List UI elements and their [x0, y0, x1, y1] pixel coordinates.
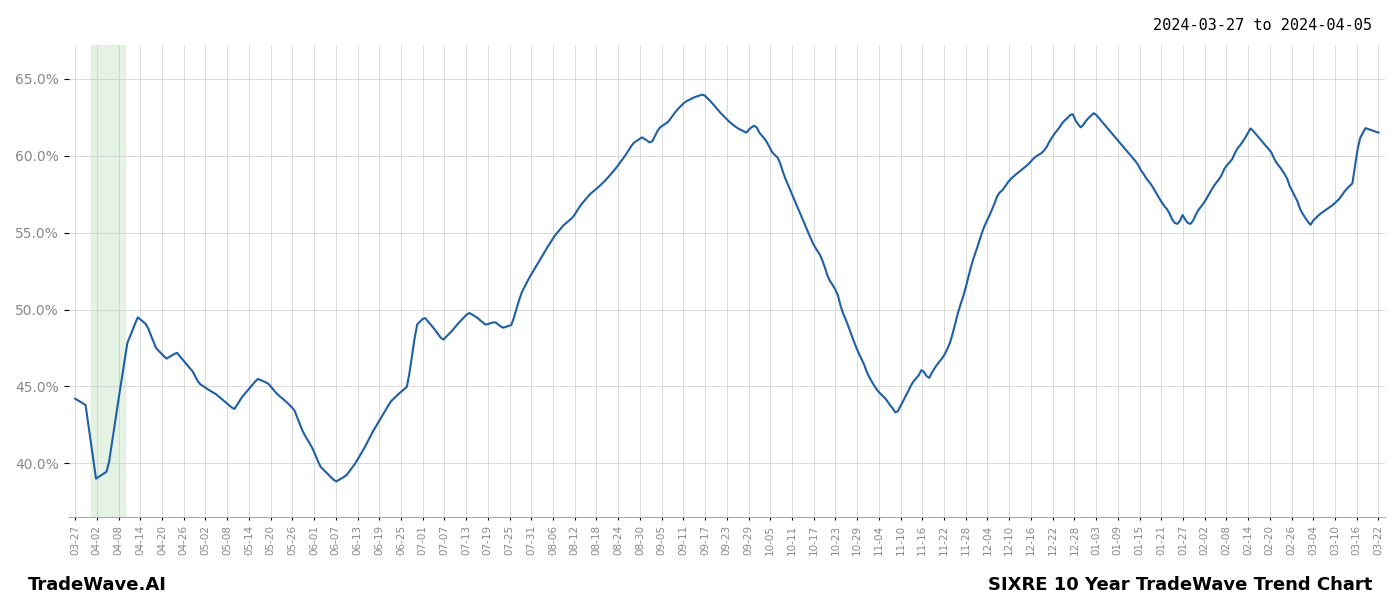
Text: SIXRE 10 Year TradeWave Trend Chart: SIXRE 10 Year TradeWave Trend Chart [987, 576, 1372, 594]
Text: 2024-03-27 to 2024-04-05: 2024-03-27 to 2024-04-05 [1154, 18, 1372, 33]
Text: TradeWave.AI: TradeWave.AI [28, 576, 167, 594]
Bar [91, 45, 125, 517]
